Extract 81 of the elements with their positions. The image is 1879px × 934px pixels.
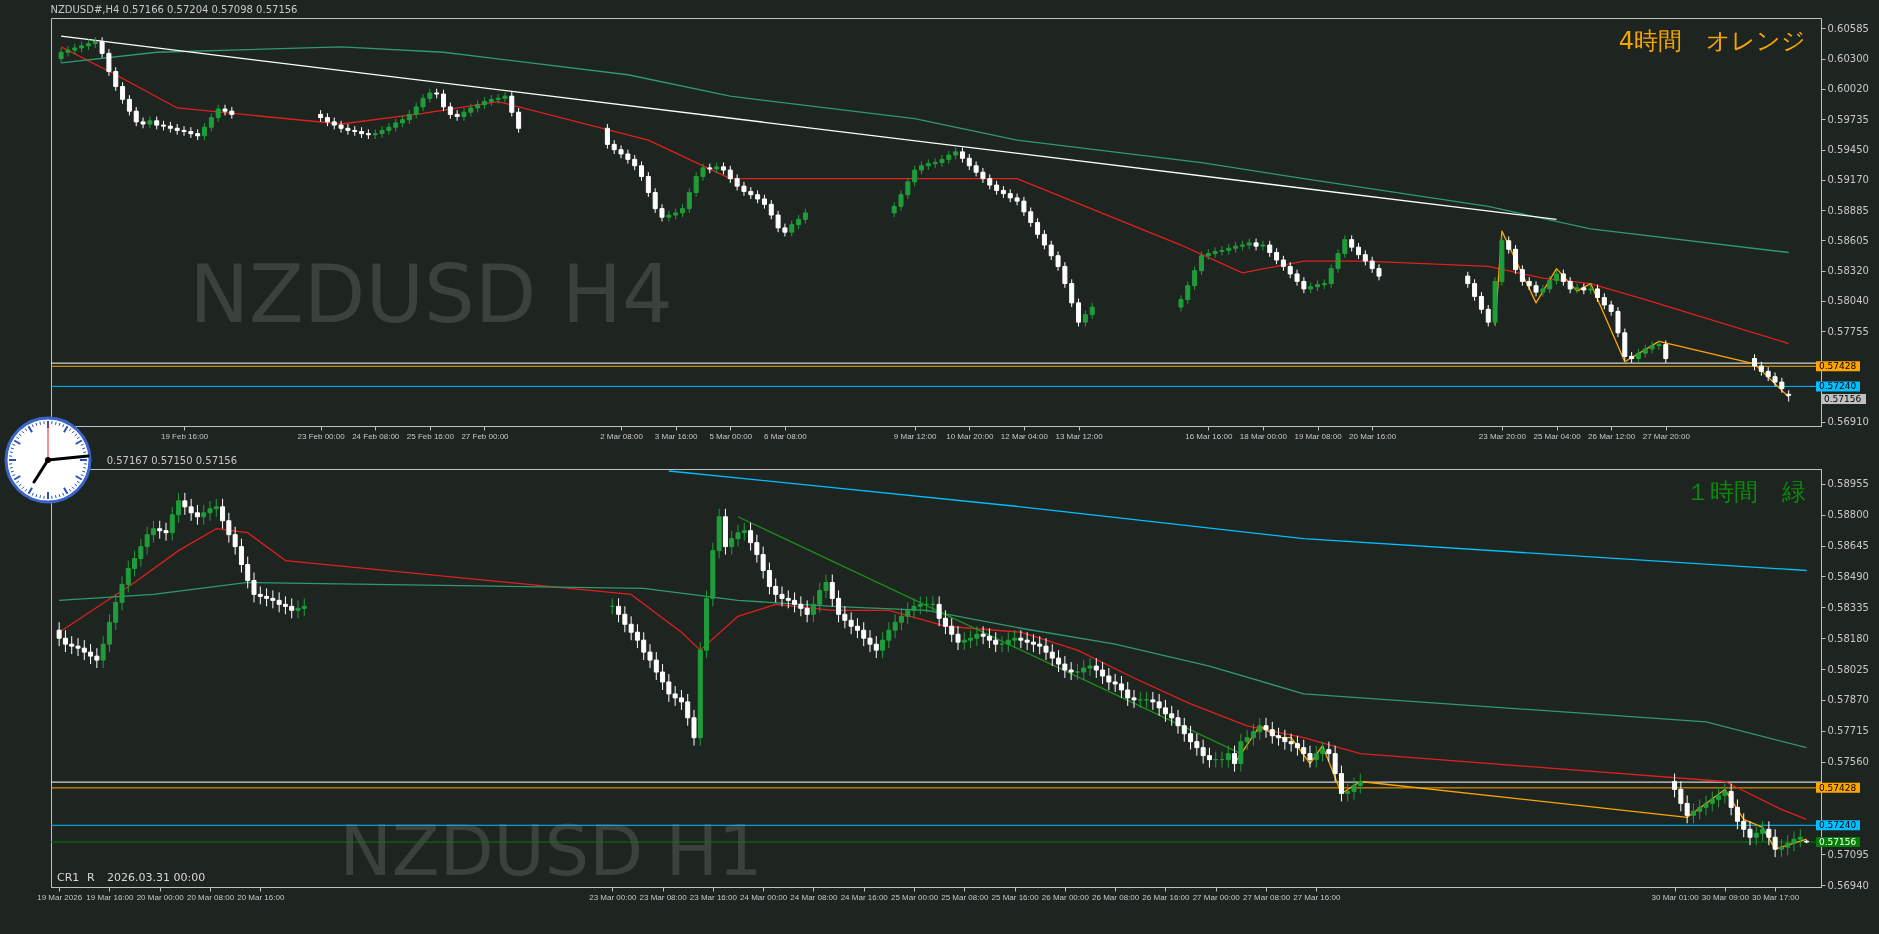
y-tick-label: 0.58025 [1827, 663, 1869, 675]
x-tick-label: 26 Mar 08:00 [1092, 892, 1140, 902]
x-tick-label: 30 Mar 09:00 [1701, 892, 1750, 902]
annotation: CR1 [57, 871, 80, 884]
x-tick-label: 25 Mar 04:00 [1533, 431, 1582, 441]
y-tick-label: 0.57095 [1827, 848, 1869, 860]
x-tick-label: 26 Mar 12:00 [1588, 431, 1636, 441]
x-tick-label: 23 Mar 20:00 [1478, 431, 1527, 441]
y-tick-label: 0.58490 [1827, 570, 1869, 582]
ref-line-label: 0.57428 [1819, 782, 1857, 793]
x-tick-label: 20 Mar 08:00 [186, 892, 235, 902]
x-tick-label: 25 Mar 00:00 [890, 892, 939, 902]
annotation: 2026.03.31 00:00 [107, 871, 206, 884]
y-tick-label: 0.60020 [1827, 83, 1869, 95]
ref-line-label: 0.57240 [1819, 381, 1857, 392]
x-tick-label: 2 Mar 08:00 [600, 431, 644, 441]
x-tick-label: 9 Mar 12:00 [893, 431, 938, 441]
x-tick-label: 26 Mar 00:00 [1041, 892, 1090, 902]
ref-line-label: 0.57240 [1819, 820, 1857, 831]
x-tick-label: 26 Mar 16:00 [1142, 892, 1191, 902]
y-tick-label: 0.58800 [1827, 509, 1869, 521]
x-tick-label: 19 Feb 16:00 [160, 431, 209, 441]
x-tick-label: 19 Mar 2026 [37, 892, 83, 902]
annotation: １時間 緑 [1686, 478, 1806, 506]
annotation: R [87, 871, 95, 884]
y-tick-label: 0.57755 [1827, 325, 1869, 337]
x-tick-label: 24 Mar 08:00 [790, 892, 839, 902]
chart-title: 0.57167 0.57150 0.57156 [106, 455, 238, 466]
x-tick-label: 5 Mar 00:00 [709, 431, 753, 441]
y-tick-label: 0.57870 [1827, 694, 1869, 706]
y-tick-label: 0.58605 [1827, 234, 1869, 246]
x-tick-label: 18 Mar 00:00 [1239, 431, 1288, 441]
y-tick-label: 0.58885 [1827, 204, 1869, 216]
y-tick-label: 0.58335 [1827, 601, 1869, 613]
x-tick-label: 23 Mar 00:00 [589, 892, 637, 902]
x-tick-label: 23 Mar 08:00 [639, 892, 688, 902]
y-tick-label: 0.57560 [1827, 756, 1869, 768]
y-tick-label: 0.58320 [1827, 265, 1869, 277]
y-tick-label: 0.59170 [1827, 174, 1869, 186]
y-tick-label: 0.57715 [1827, 725, 1869, 737]
x-tick-label: 6 Mar 08:00 [764, 431, 808, 441]
x-tick-label: 27 Feb 00:00 [461, 431, 510, 441]
x-tick-label: 20 Mar 16:00 [1349, 431, 1397, 441]
y-tick-label: 0.59735 [1827, 113, 1869, 125]
x-tick-label: 27 Mar 16:00 [1293, 892, 1341, 902]
x-tick-label: 19 Mar 08:00 [1294, 431, 1343, 441]
y-tick-label: 0.60300 [1827, 53, 1869, 65]
x-tick-label: 25 Feb 16:00 [406, 431, 455, 441]
y-tick-label: 0.58040 [1827, 295, 1869, 307]
x-tick-label: 20 Mar 16:00 [237, 892, 285, 902]
y-tick-label: 0.58645 [1827, 540, 1869, 552]
y-tick-label: 0.60585 [1827, 22, 1869, 34]
x-tick-label: 10 Mar 20:00 [946, 431, 994, 441]
y-tick-label: 0.56910 [1827, 416, 1869, 428]
x-tick-label: 13 Mar 12:00 [1055, 431, 1104, 441]
y-tick-label: 0.56940 [1827, 879, 1869, 891]
x-tick-label: 23 Feb 00:00 [297, 431, 346, 441]
x-tick-label: 24 Mar 00:00 [740, 892, 788, 902]
y-tick-label: 0.58955 [1827, 478, 1869, 490]
text: 0.57156 [1824, 394, 1862, 404]
annotation: 4時間 オレンジ [1618, 27, 1806, 55]
chart-title: NZDUSD#,H4 0.57166 0.57204 0.57098 0.57156 [50, 4, 298, 15]
x-tick-label: 19 Mar 16:00 [86, 892, 135, 902]
x-tick-label: 30 Mar 01:00 [1651, 892, 1700, 902]
x-tick-label: 27 Mar 08:00 [1242, 892, 1291, 902]
x-tick-label: 25 Mar 08:00 [941, 892, 989, 902]
x-tick-label: 27 Mar 00:00 [1192, 892, 1241, 902]
x-tick-label: 12 Mar 04:00 [1000, 431, 1049, 441]
x-tick-label: 27 Mar 20:00 [1642, 431, 1691, 441]
y-tick-label: 0.59450 [1827, 144, 1869, 156]
ref-line-label: 0.57428 [1819, 361, 1857, 372]
ref-line-label: 0.57156 [1819, 837, 1857, 848]
x-tick-label: 24 Feb 08:00 [352, 431, 400, 441]
x-tick-label: 3 Mar 16:00 [654, 431, 699, 441]
x-tick-label: 23 Mar 16:00 [689, 892, 738, 902]
x-tick-label: 25 Mar 16:00 [991, 892, 1040, 902]
x-tick-label: 24 Mar 16:00 [840, 892, 889, 902]
x-tick-label: 30 Mar 17:00 [1752, 892, 1800, 902]
y-tick-label: 0.58180 [1827, 632, 1869, 644]
x-tick-label: 20 Mar 00:00 [136, 892, 185, 902]
x-tick-label: 16 Mar 16:00 [1185, 431, 1233, 441]
